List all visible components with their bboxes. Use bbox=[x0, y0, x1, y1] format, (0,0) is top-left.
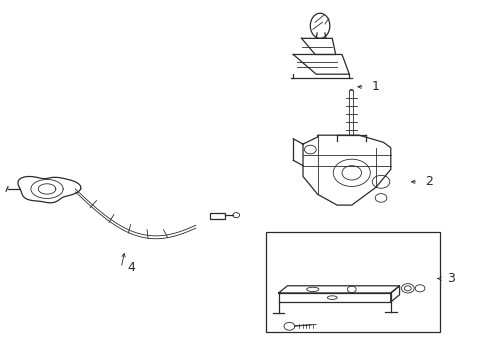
Text: 4: 4 bbox=[127, 261, 135, 274]
Bar bbox=[210, 213, 224, 220]
Text: 3: 3 bbox=[446, 272, 454, 285]
Text: 2: 2 bbox=[424, 175, 432, 188]
Bar bbox=[266, 232, 439, 332]
Text: 1: 1 bbox=[370, 80, 378, 93]
